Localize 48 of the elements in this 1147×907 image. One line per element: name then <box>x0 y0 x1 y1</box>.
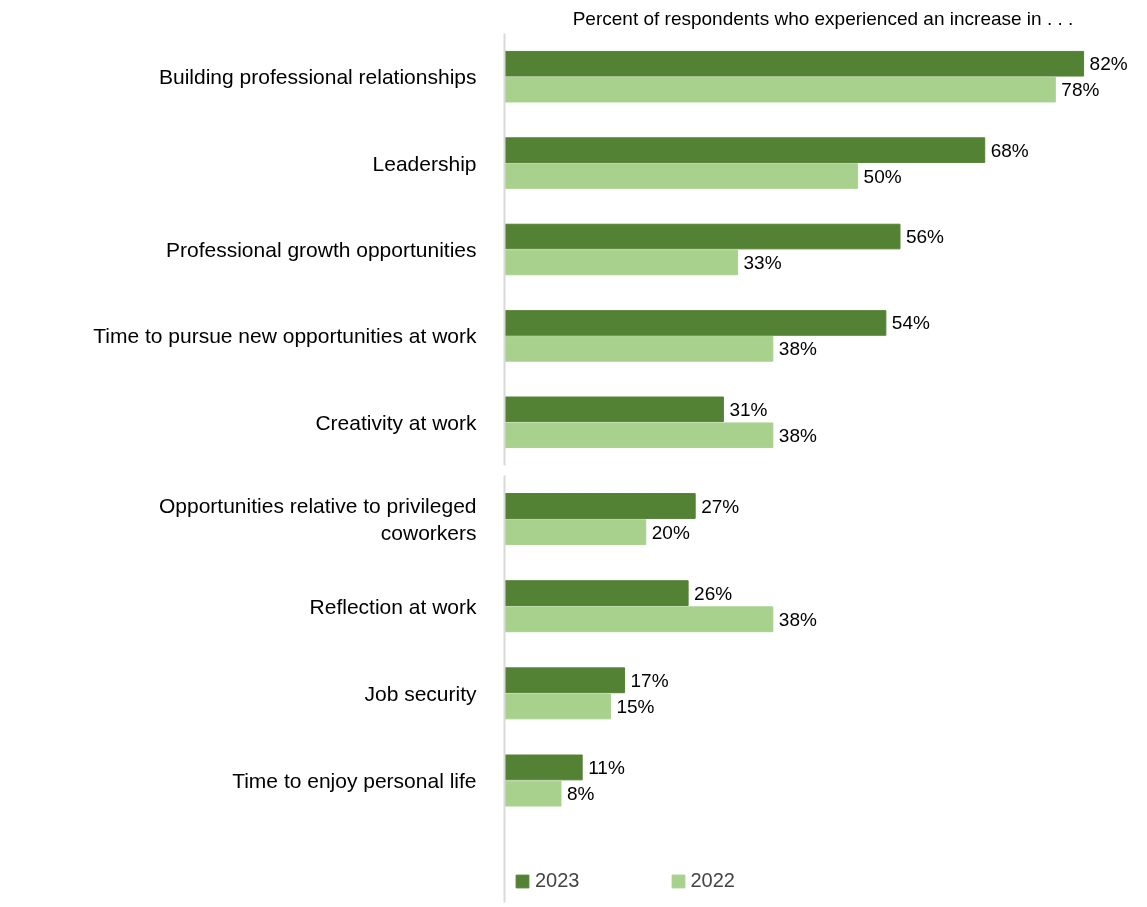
bar <box>504 754 583 781</box>
data-label: 38% <box>778 338 817 360</box>
y-tick-label: Reflection at work <box>309 594 477 618</box>
data-label: 54% <box>891 312 930 334</box>
bar <box>504 396 724 423</box>
bar <box>504 667 626 694</box>
data-label: 20% <box>651 521 690 543</box>
data-label: 11% <box>588 756 625 778</box>
y-tick-label: Time to pursue new opportunities at work <box>93 324 477 348</box>
bar <box>504 422 774 449</box>
bar <box>504 223 901 250</box>
data-label: 38% <box>778 608 817 630</box>
data-label: 27% <box>701 495 740 517</box>
data-label: 15% <box>616 695 655 717</box>
bar <box>504 606 774 633</box>
legend-label: 2022 <box>690 869 735 892</box>
y-tick-label: Time to enjoy personal life <box>232 769 477 792</box>
data-label: 17% <box>630 669 669 691</box>
bar <box>504 137 986 163</box>
bar <box>504 493 696 519</box>
chart-title: Percent of respondents who experienced an increase in . . . <box>572 7 1074 29</box>
data-label: 33% <box>743 251 782 273</box>
bar <box>504 249 739 276</box>
data-label: 8% <box>567 783 595 805</box>
bar <box>504 693 611 720</box>
data-label: 31% <box>729 398 768 420</box>
bar <box>504 336 774 362</box>
data-label: 38% <box>778 424 817 446</box>
data-label: 26% <box>694 582 733 604</box>
y-tick-label: Professional growth opportunities <box>165 238 477 261</box>
bar <box>504 580 689 607</box>
data-label: 56% <box>905 226 945 248</box>
data-label: 50% <box>863 165 902 187</box>
y-tick-label: Building professional relationships <box>158 65 477 89</box>
data-label: 78% <box>1061 79 1100 101</box>
data-label: 68% <box>990 139 1029 161</box>
legend-label: 2023 <box>535 869 580 892</box>
y-tick-label: Creativity at work <box>315 410 477 434</box>
bar <box>504 310 887 336</box>
bar <box>504 163 859 189</box>
y-tick-label: Leadership <box>372 151 477 175</box>
data-label: 82% <box>1089 53 1128 75</box>
bar <box>504 519 647 546</box>
bar <box>504 76 1056 103</box>
y-tick-label: Opportunities relative to privileged coworkers <box>159 493 477 545</box>
bar <box>504 780 562 807</box>
y-tick-label: Job security <box>364 681 477 705</box>
bar <box>504 50 1085 77</box>
